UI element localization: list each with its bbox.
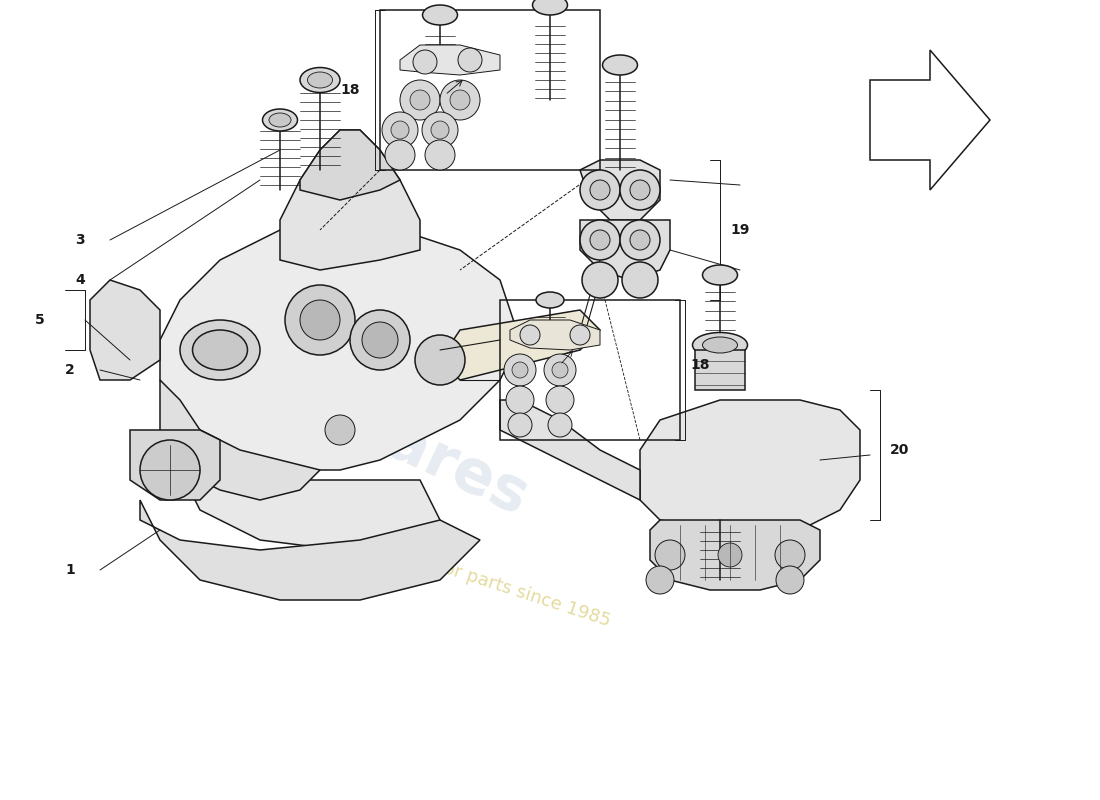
Circle shape [508,413,532,437]
Text: eurospares: eurospares [163,312,538,528]
Circle shape [506,386,534,414]
Polygon shape [400,45,500,75]
Ellipse shape [693,333,748,358]
Text: 19: 19 [730,223,750,237]
Circle shape [400,80,440,120]
Text: 1: 1 [65,563,75,577]
Circle shape [300,300,340,340]
Ellipse shape [308,72,332,88]
Circle shape [285,285,355,355]
Circle shape [412,50,437,74]
Text: 2: 2 [65,363,75,377]
Circle shape [630,180,650,200]
Text: 5: 5 [35,313,45,327]
Ellipse shape [536,292,564,308]
Text: 3: 3 [75,233,85,247]
Ellipse shape [703,265,737,285]
Circle shape [590,180,610,200]
Circle shape [458,48,482,72]
Circle shape [654,540,685,570]
Polygon shape [160,380,320,500]
Circle shape [546,386,574,414]
Circle shape [362,322,398,358]
Circle shape [776,566,804,594]
Circle shape [580,220,620,260]
Circle shape [431,121,449,139]
Circle shape [324,415,355,445]
Circle shape [382,112,418,148]
Circle shape [504,354,536,386]
Circle shape [590,230,610,250]
Circle shape [544,354,576,386]
Circle shape [415,335,465,385]
Ellipse shape [180,320,260,380]
Ellipse shape [300,67,340,93]
Circle shape [350,310,410,370]
Polygon shape [280,130,420,270]
Circle shape [580,170,620,210]
Ellipse shape [703,337,737,353]
Text: 18: 18 [691,358,710,372]
Circle shape [582,262,618,298]
Polygon shape [580,220,670,280]
Ellipse shape [603,55,638,75]
Text: 20: 20 [890,443,910,457]
Circle shape [552,362,568,378]
Circle shape [621,262,658,298]
Circle shape [425,140,455,170]
Polygon shape [510,320,600,350]
Circle shape [630,230,650,250]
Ellipse shape [270,113,292,127]
Polygon shape [500,400,640,500]
Circle shape [520,325,540,345]
Circle shape [570,325,590,345]
Ellipse shape [532,0,568,15]
Text: 4: 4 [75,273,85,287]
Polygon shape [140,500,480,600]
Circle shape [450,90,470,110]
Ellipse shape [263,109,297,131]
Circle shape [620,170,660,210]
Ellipse shape [192,330,248,370]
Circle shape [140,440,200,500]
Circle shape [440,80,480,120]
Text: a passion for parts since 1985: a passion for parts since 1985 [348,530,613,630]
Circle shape [390,121,409,139]
Circle shape [410,90,430,110]
Polygon shape [640,400,860,530]
Circle shape [776,540,805,570]
Circle shape [385,140,415,170]
Bar [379,10,600,170]
Polygon shape [300,130,400,200]
Circle shape [548,413,572,437]
Polygon shape [580,160,660,220]
Circle shape [646,566,674,594]
Polygon shape [650,520,820,590]
Polygon shape [160,220,520,470]
Bar [695,350,745,390]
Text: 18: 18 [340,83,360,97]
Bar [500,300,680,440]
Circle shape [422,112,458,148]
Ellipse shape [422,5,458,25]
Circle shape [512,362,528,378]
Circle shape [620,220,660,260]
Polygon shape [90,280,160,380]
Circle shape [718,543,743,567]
Polygon shape [180,470,440,550]
Polygon shape [440,310,600,380]
Polygon shape [130,430,220,500]
